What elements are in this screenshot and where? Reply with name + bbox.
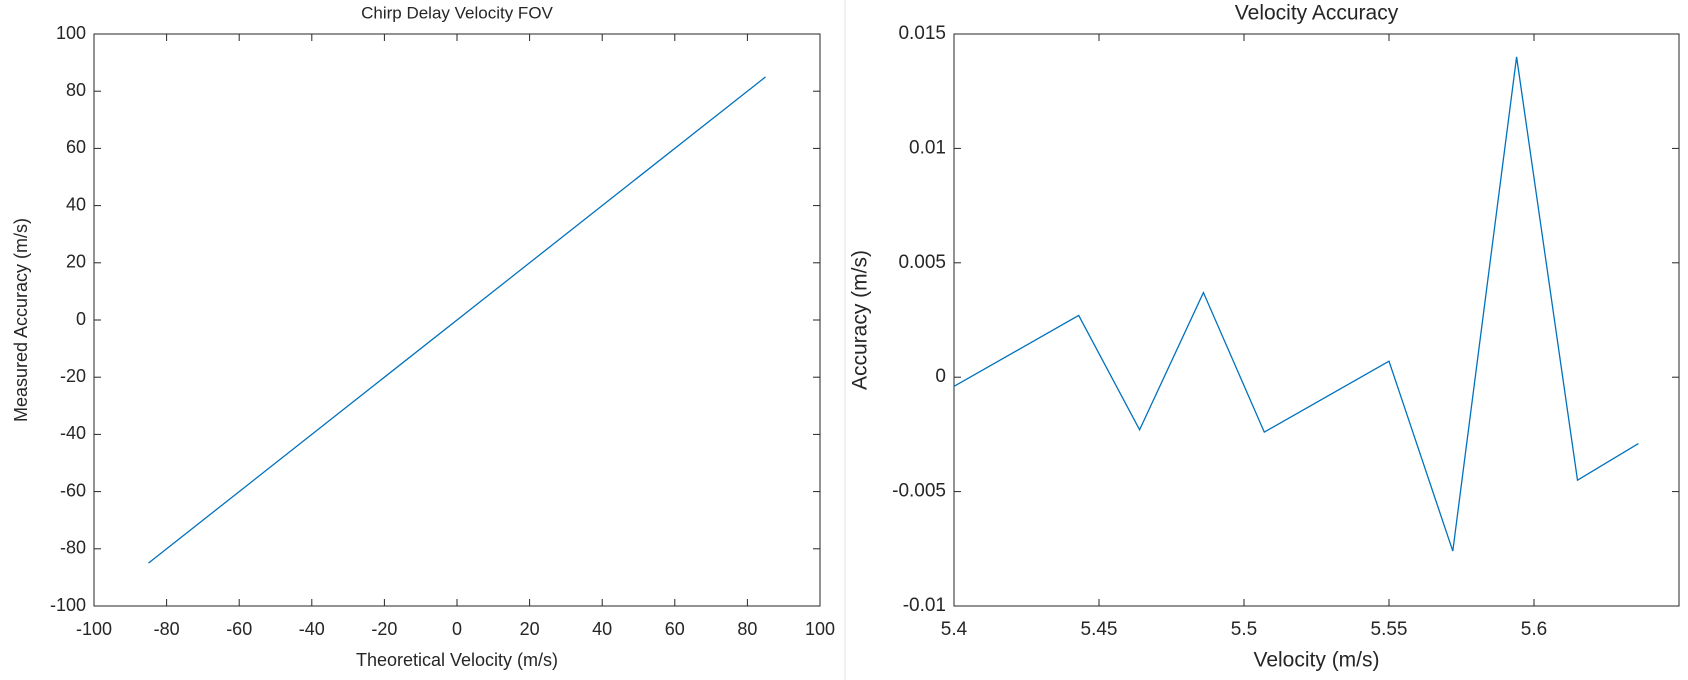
y-tick-label: -60 (60, 480, 86, 500)
y-tick-label: 60 (66, 137, 86, 157)
data-line (953, 56, 1639, 552)
plot-area (953, 33, 1680, 607)
data-line (148, 76, 766, 564)
y-tick-label: 0 (76, 309, 86, 329)
y-tick-label: -100 (50, 595, 86, 615)
x-tick-label: 0 (452, 619, 462, 639)
x-tick-label: 20 (520, 619, 540, 639)
y-tick-label: 0.005 (898, 252, 946, 273)
y-tick-label: -20 (60, 366, 86, 386)
y-tick-label: 0.015 (898, 23, 946, 44)
y-tick-label: 0 (935, 366, 946, 387)
y-tick-label: 100 (56, 23, 86, 43)
y-tick-label: -0.01 (903, 595, 946, 616)
y-tick-label: -80 (60, 538, 86, 558)
y-tick-label: 80 (66, 80, 86, 100)
chart-title: Velocity Accuracy (1235, 2, 1399, 25)
y-tick-label: 0.01 (909, 137, 946, 158)
x-tick-label: -20 (371, 619, 397, 639)
x-tick-label: 80 (737, 619, 757, 639)
x-tick-label: 5.6 (1521, 619, 1547, 640)
x-tick-label: 5.45 (1081, 619, 1118, 640)
y-tick-label: -0.005 (892, 481, 946, 502)
x-tick-label: 5.4 (941, 619, 968, 640)
x-tick-label: -80 (154, 619, 180, 639)
x-axis-label: Theoretical Velocity (m/s) (356, 650, 558, 670)
x-tick-label: -40 (299, 619, 325, 639)
x-tick-label: 40 (592, 619, 612, 639)
x-tick-label: -60 (226, 619, 252, 639)
x-tick-label: 100 (805, 619, 835, 639)
x-tick-label: -100 (76, 619, 112, 639)
y-axis-label: Accuracy (m/s) (849, 250, 872, 390)
y-tick-label: -40 (60, 423, 86, 443)
y-tick-label: 20 (66, 252, 86, 272)
x-tick-label: 5.5 (1231, 619, 1257, 640)
chart-title: Chirp Delay Velocity FOV (361, 3, 553, 22)
x-axis-label: Velocity (m/s) (1253, 649, 1379, 672)
y-tick-label: 40 (66, 194, 86, 214)
x-tick-label: 60 (665, 619, 685, 639)
x-tick-label: 5.55 (1371, 619, 1408, 640)
y-axis-label: Measured Accuracy (m/s) (11, 218, 31, 422)
